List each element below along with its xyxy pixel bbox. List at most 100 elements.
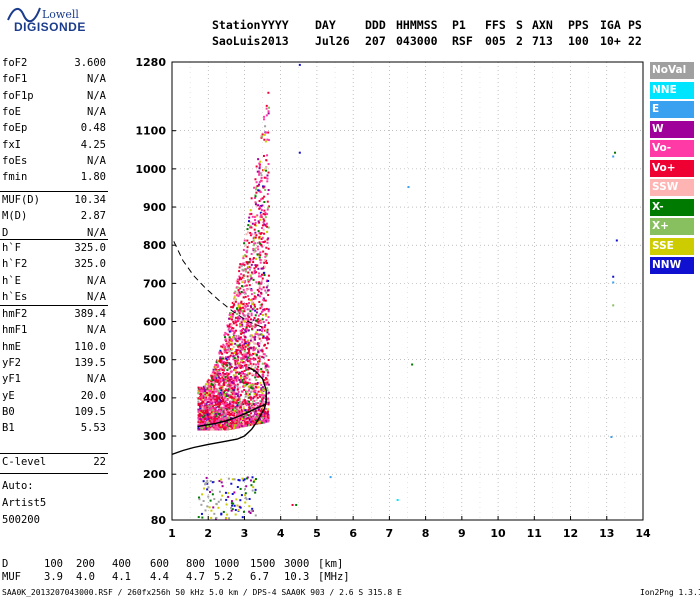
echo-point [243,281,246,284]
echo-point [215,409,218,412]
echo-point [260,135,263,138]
echo-point [256,381,259,384]
param-separator [0,305,108,306]
echo-point [197,426,200,429]
echo-point [232,399,235,402]
echo-point [247,303,250,306]
echo-point [252,420,255,423]
echo-point [237,295,240,298]
echo-point [216,371,219,374]
param-row: M(D) 2.87 [2,210,106,224]
echo-point [252,257,255,260]
echo-point [222,362,225,365]
echo-point [266,225,269,228]
echo-point [261,309,264,312]
echo-point [255,311,258,314]
echo-point [244,284,247,287]
echo-point [267,171,270,174]
echo-point [248,213,251,216]
echo-point [256,355,259,358]
echo-point [221,357,224,360]
echo-point [265,369,268,372]
echo-point [261,277,264,280]
echo-point [231,387,234,390]
echo-point [265,347,268,350]
echo-point [238,406,241,409]
echo-point [255,402,258,405]
echo-point [221,424,224,427]
echo-point [254,376,257,379]
echo-point [256,383,259,386]
echo-point [263,389,266,392]
echo-point [254,194,257,197]
echo-point [245,251,248,254]
echo-point [247,295,250,298]
echo-point [238,403,241,406]
echo-point [217,379,220,382]
echo-point [228,339,231,342]
echo-point [267,399,270,402]
echo-point [255,399,258,402]
echo-point [205,412,208,415]
param-name: foE [2,105,21,118]
echo-point [208,428,211,431]
echo-point [263,326,266,329]
echo-point [232,394,235,397]
echo-point [225,421,228,424]
echo-point [210,374,213,377]
footer-value: 800 [186,558,205,570]
echo-point [237,318,240,321]
echo-point [250,396,253,399]
echo-point [213,425,216,428]
echo-point [244,384,247,387]
echo-point [253,342,256,345]
echo-point [259,295,262,298]
echo-point [201,411,204,414]
echo-point [211,489,214,492]
echo-point [241,361,244,364]
echo-point [214,398,217,401]
echo-point [203,389,206,392]
plot-frame [171,61,644,521]
echo-point [197,402,200,405]
echo-point [214,380,217,383]
echo-point [241,268,244,271]
echo-point [237,420,240,423]
echo-point [205,404,208,407]
echo-point [266,213,269,216]
echo-point [198,428,201,431]
echo-point [252,390,255,393]
echo-point [211,377,214,380]
echo-point [253,307,256,310]
echo-point [213,417,216,420]
header-row1-cell: IGA [600,18,621,32]
echo-point [217,417,220,420]
echo-point [234,290,237,293]
echo-point [242,274,245,277]
echo-point [232,333,235,336]
echo-point [242,327,245,330]
echo-point [214,366,217,369]
echo-point [218,401,221,404]
echo-point [222,374,225,377]
echo-point [233,298,236,301]
echo-point [237,391,240,394]
echo-point [242,262,245,265]
echo-point [266,339,269,342]
echo-point [200,512,203,515]
echo-point [256,242,259,245]
echo-point [206,427,209,430]
echo-point [235,378,238,381]
echo-point [236,394,239,397]
echo-point [220,411,223,414]
echo-point [249,259,252,262]
auto-line: Artist5 [2,497,47,509]
echo-point [242,255,245,258]
echo-point [242,355,245,358]
echo-point [248,349,251,352]
echo-point [263,232,266,235]
echo-point [216,405,219,408]
echo-point [230,365,233,368]
echo-point [237,347,240,350]
echo-point [256,375,259,378]
